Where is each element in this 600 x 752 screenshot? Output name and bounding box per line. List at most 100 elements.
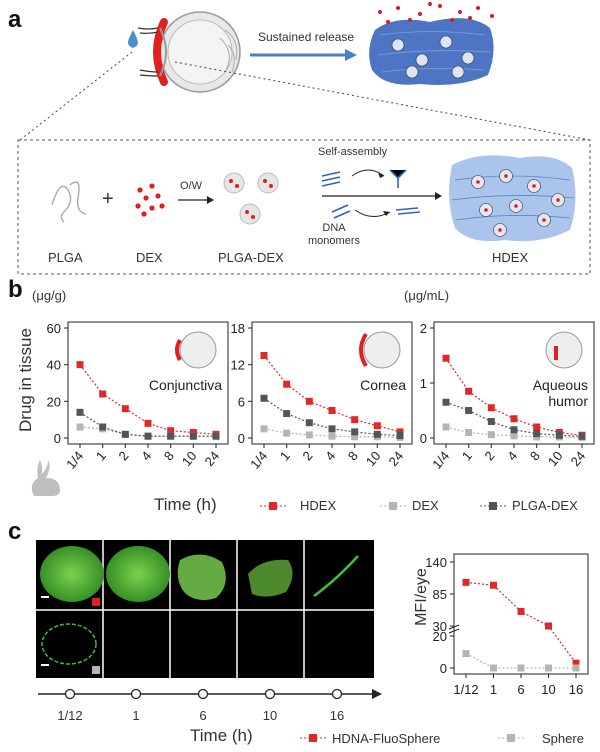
y-tick-label: 0 — [54, 431, 61, 446]
y-tick-label: 6 — [238, 394, 245, 409]
plus-sign: + — [102, 188, 114, 210]
y-tick-label: 40 — [47, 358, 61, 373]
data-point-hdex — [144, 419, 152, 427]
data-point-hdex — [283, 380, 291, 388]
data-point-hdex — [99, 390, 107, 398]
y-tick-label: 140 — [425, 555, 447, 570]
x-tick-label: 24 — [386, 448, 407, 469]
eye-icon — [179, 331, 217, 369]
x-tick-label: 1/4 — [63, 448, 86, 470]
annotation-label: Conjunctiva — [149, 377, 222, 393]
unit-right-label: (μg/mL) — [404, 288, 450, 303]
legend-hdna-label: HDNA-FluoSphere — [332, 731, 441, 746]
y-tick-label: 30 — [433, 619, 447, 634]
data-point-hdex — [305, 397, 313, 405]
data-point — [490, 664, 497, 672]
data-point — [545, 664, 552, 672]
legend-hdex-marker — [260, 502, 286, 510]
data-point-dex — [76, 423, 84, 431]
timeline-node — [64, 688, 76, 700]
legend-sphere-label: Sphere — [542, 731, 584, 746]
data-point-plga-dex — [189, 432, 197, 440]
legend-hdna-marker — [300, 734, 326, 742]
x-tick-label: 8 — [161, 448, 177, 463]
data-point-dex — [328, 432, 336, 440]
data-point-dex — [305, 431, 313, 439]
x-tick-label: 2 — [299, 448, 315, 463]
x-tick-label: 1 — [93, 448, 109, 463]
plga-dex-particles — [223, 172, 279, 225]
data-point — [517, 607, 525, 615]
hdna-marker-icon — [92, 598, 100, 606]
legend-dex-label: DEX — [412, 498, 439, 513]
plga-label: PLGA — [48, 250, 83, 265]
data-point-plga-dex — [144, 432, 152, 440]
data-point — [572, 664, 580, 672]
series-line — [465, 581, 577, 664]
data-point-plga-dex — [555, 431, 563, 439]
x-tick-label: 2 — [481, 448, 497, 463]
data-point-hdex — [351, 416, 359, 424]
tissue-highlight — [175, 338, 182, 362]
data-point-plga-dex — [76, 408, 84, 416]
eye-icon — [545, 331, 583, 369]
x-tick-label: 1/4 — [429, 448, 452, 470]
data-point-hdex — [510, 415, 518, 423]
timeline-node — [331, 688, 343, 700]
self-assembly-label: Self-assembly — [318, 146, 388, 158]
data-point-dex — [260, 425, 268, 433]
legend-plga-dex-marker — [480, 502, 506, 510]
data-point-hdex — [167, 427, 175, 435]
panel-c-letter: c — [8, 518, 22, 545]
data-point-plga-dex — [167, 432, 175, 440]
timeline-node — [197, 688, 209, 700]
panel-b-legend — [260, 502, 506, 510]
timeline — [38, 688, 382, 700]
data-point-hdex — [189, 429, 197, 436]
eye-drop-icon — [128, 30, 138, 48]
plga-dex-label: PLGA-DEX — [218, 250, 284, 265]
timeline-label: 1/12 — [57, 708, 83, 723]
x-tick-label: 16 — [569, 682, 583, 697]
data-point — [490, 581, 497, 589]
panel-c-legend — [300, 734, 524, 742]
unit-left-label: (μg/g) — [32, 288, 67, 303]
annotation-label: Cornea — [360, 377, 406, 393]
y-tick-label: 0 — [238, 431, 245, 446]
data-point-plga-dex — [283, 410, 291, 418]
tissue-highlight — [359, 332, 368, 368]
data-point-dex — [351, 433, 359, 441]
y-tick-label: 0 — [440, 661, 447, 676]
data-point-hdex — [121, 405, 129, 413]
data-point-hdex — [396, 428, 404, 436]
data-point-plga-dex — [465, 407, 473, 414]
panel-a-illustration: + — [17, 2, 591, 275]
y-tick-label: 20 — [433, 629, 447, 644]
hydrogel-hdex — [449, 155, 576, 242]
data-point-plga-dex — [351, 428, 359, 436]
data-point-plga-dex — [328, 425, 336, 433]
data-point-plga-dex — [396, 432, 404, 440]
x-tick-label: 4 — [504, 448, 520, 463]
data-point-dex — [465, 429, 473, 436]
x-tick-label: 10 — [363, 448, 384, 469]
annotation-label: Aqueous — [533, 377, 588, 393]
timeline-node — [264, 688, 276, 700]
data-point-plga-dex — [487, 418, 495, 425]
data-point-plga-dex — [121, 430, 129, 438]
sphere-marker-icon — [92, 666, 100, 674]
timeline-label: 10 — [262, 708, 278, 723]
x-tick-label: 1 — [490, 682, 497, 697]
x-tick-label: 24 — [202, 448, 223, 469]
data-point-hdex — [260, 352, 268, 359]
timeline-label: 1 — [132, 708, 140, 723]
fluorescence-image-grid — [36, 540, 374, 678]
data-point-hdex — [442, 354, 450, 362]
x-tick-label: 8 — [345, 448, 361, 463]
data-point-dex — [510, 432, 518, 440]
data-point-plga-dex — [373, 430, 381, 438]
